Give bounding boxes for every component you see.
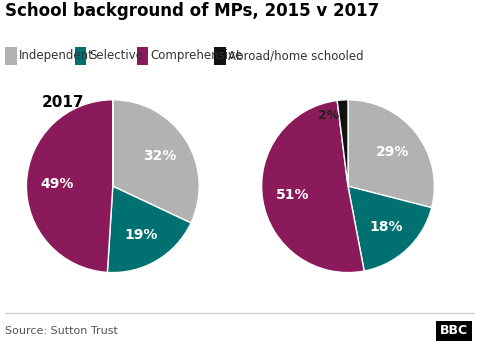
Text: BBC: BBC — [440, 324, 468, 337]
FancyBboxPatch shape — [75, 47, 86, 65]
Wedge shape — [108, 186, 191, 272]
Wedge shape — [26, 100, 113, 272]
Text: 32%: 32% — [144, 149, 177, 163]
Text: 18%: 18% — [370, 220, 403, 234]
FancyBboxPatch shape — [5, 47, 16, 65]
Wedge shape — [113, 100, 199, 223]
Text: Selective: Selective — [89, 49, 143, 62]
Wedge shape — [348, 186, 432, 271]
Text: School background of MPs, 2015 v 2017: School background of MPs, 2015 v 2017 — [5, 2, 379, 20]
Text: 19%: 19% — [125, 228, 158, 242]
Text: 29%: 29% — [376, 145, 409, 159]
Text: Comprehensive: Comprehensive — [151, 49, 243, 62]
Wedge shape — [337, 100, 348, 186]
FancyBboxPatch shape — [136, 47, 148, 65]
Wedge shape — [262, 101, 364, 272]
Text: 51%: 51% — [276, 188, 309, 202]
Text: 49%: 49% — [40, 177, 73, 191]
Text: Independent: Independent — [19, 49, 94, 62]
Text: 2017: 2017 — [41, 95, 84, 110]
Text: 2%: 2% — [318, 109, 339, 122]
Wedge shape — [348, 100, 434, 208]
Text: Abroad/home schooled: Abroad/home schooled — [228, 49, 364, 62]
Text: Source: Sutton Trust: Source: Sutton Trust — [5, 326, 118, 336]
FancyBboxPatch shape — [215, 47, 226, 65]
